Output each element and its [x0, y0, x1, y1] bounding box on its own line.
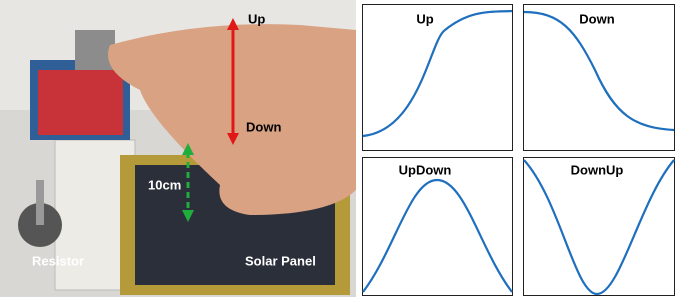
label-up: Up	[248, 11, 265, 26]
plot-frame	[524, 158, 675, 296]
plot-title: Up	[416, 11, 433, 26]
plot-downup: DownUp	[524, 158, 675, 296]
label-solar-panel: Solar Panel	[245, 253, 316, 268]
plot-up: Up	[363, 5, 513, 151]
figure: Up Down 10cm Resistor Solar Panel Up Dow…	[0, 0, 678, 297]
plot-frame	[363, 158, 513, 296]
plot-down: Down	[524, 5, 675, 151]
photo: Up Down 10cm Resistor Solar Panel	[0, 0, 356, 297]
plot-title: UpDown	[399, 162, 452, 177]
plot-title: Down	[579, 11, 614, 26]
plot-updown: UpDown	[363, 158, 513, 296]
label-distance: 10cm	[148, 177, 181, 192]
label-resistor: Resistor	[32, 253, 84, 268]
shield	[38, 70, 123, 135]
plot-title: DownUp	[571, 162, 624, 177]
label-down: Down	[246, 119, 281, 134]
resistor-shaft	[36, 180, 44, 225]
